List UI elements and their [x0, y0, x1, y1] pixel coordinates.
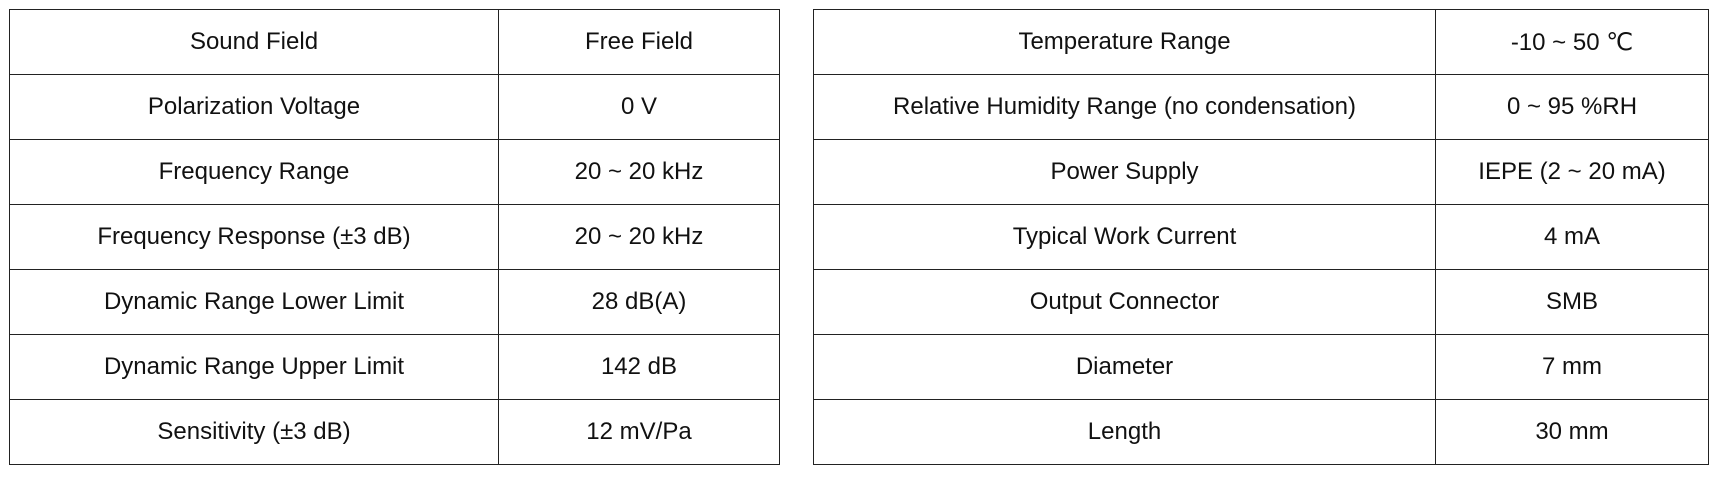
spec-row: Frequency Range 20 ~ 20 kHz	[9, 139, 780, 205]
spec-row: Power Supply IEPE (2 ~ 20 mA)	[813, 139, 1709, 205]
spec-name: Length	[813, 399, 1436, 465]
spec-row: Typical Work Current 4 mA	[813, 204, 1709, 270]
spec-name: Diameter	[813, 334, 1436, 400]
spec-name: Temperature Range	[813, 9, 1436, 75]
spec-row: Dynamic Range Lower Limit 28 dB(A)	[9, 269, 780, 335]
spec-row: Diameter 7 mm	[813, 334, 1709, 400]
spec-value: SMB	[1435, 269, 1709, 335]
spec-value: IEPE (2 ~ 20 mA)	[1435, 139, 1709, 205]
spec-value: 0 ~ 95 %RH	[1435, 74, 1709, 140]
spec-value: 12 mV/Pa	[498, 399, 780, 465]
spec-row: Length 30 mm	[813, 399, 1709, 465]
spec-name: Sensitivity (±3 dB)	[9, 399, 499, 465]
spec-value: 4 mA	[1435, 204, 1709, 270]
spec-name: Frequency Range	[9, 139, 499, 205]
spec-value: 142 dB	[498, 334, 780, 400]
spec-name: Sound Field	[9, 9, 499, 75]
spec-name: Relative Humidity Range (no condensation…	[813, 74, 1436, 140]
spec-name: Typical Work Current	[813, 204, 1436, 270]
spec-row: Dynamic Range Upper Limit 142 dB	[9, 334, 780, 400]
spec-name: Power Supply	[813, 139, 1436, 205]
spec-value: -10 ~ 50 ℃	[1435, 9, 1709, 75]
spec-row: Temperature Range -10 ~ 50 ℃	[813, 9, 1709, 75]
spec-row: Sound Field Free Field	[9, 9, 780, 75]
spec-name: Frequency Response (±3 dB)	[9, 204, 499, 270]
spec-name: Output Connector	[813, 269, 1436, 335]
spec-name: Polarization Voltage	[9, 74, 499, 140]
spec-name: Dynamic Range Lower Limit	[9, 269, 499, 335]
spec-row: Polarization Voltage 0 V	[9, 74, 780, 140]
spec-row: Output Connector SMB	[813, 269, 1709, 335]
spec-value: 20 ~ 20 kHz	[498, 204, 780, 270]
spec-value: Free Field	[498, 9, 780, 75]
spec-value: 20 ~ 20 kHz	[498, 139, 780, 205]
spec-name: Dynamic Range Upper Limit	[9, 334, 499, 400]
spec-value: 28 dB(A)	[498, 269, 780, 335]
spec-value: 30 mm	[1435, 399, 1709, 465]
spec-row: Relative Humidity Range (no condensation…	[813, 74, 1709, 140]
spec-value: 0 V	[498, 74, 780, 140]
spec-table-left: Sound Field Free Field Polarization Voltag…	[9, 9, 780, 465]
spec-row: Frequency Response (±3 dB) 20 ~ 20 kHz	[9, 204, 780, 270]
spec-table-right: Temperature Range -10 ~ 50 ℃ Relative Humi…	[813, 9, 1709, 465]
spec-value: 7 mm	[1435, 334, 1709, 400]
spec-row: Sensitivity (±3 dB) 12 mV/Pa	[9, 399, 780, 465]
